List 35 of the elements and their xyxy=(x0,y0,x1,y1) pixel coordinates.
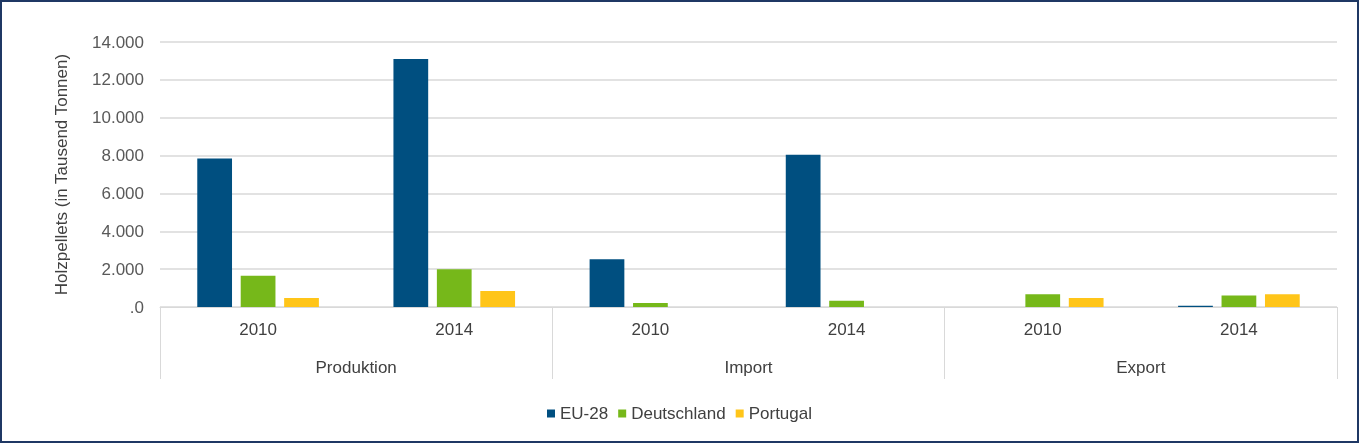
bar xyxy=(589,259,625,307)
x-tick-label: 2014 xyxy=(827,320,866,339)
x-tick-label: 2014 xyxy=(435,320,474,339)
bar xyxy=(829,300,864,307)
legend-label: Portugal xyxy=(748,404,813,423)
bar xyxy=(1025,294,1061,307)
bar xyxy=(197,158,233,307)
legend-label: EU-28 xyxy=(560,404,609,423)
bar xyxy=(1068,298,1104,307)
text: Export xyxy=(1116,358,1166,377)
bar xyxy=(436,269,472,307)
y-tick-label: .0 xyxy=(129,297,144,317)
y-tick-label: 6.000 xyxy=(101,183,144,203)
y-tick-label: 4.000 xyxy=(101,221,144,241)
bar xyxy=(633,303,668,307)
x-tick-label: 2010 xyxy=(239,320,277,339)
text: Import xyxy=(724,358,773,377)
bar xyxy=(393,59,429,307)
y-tick-label: 2.000 xyxy=(101,259,144,279)
y-tick-label: 14.000 xyxy=(92,32,144,52)
bar xyxy=(785,154,821,307)
bar xyxy=(284,298,319,307)
x-tick-label: 2014 xyxy=(1220,320,1258,339)
y-tick-label: 12.000 xyxy=(92,70,144,90)
bar xyxy=(480,290,516,307)
y-axis-title: Holzpellets (in Tausend Tonnen) xyxy=(52,53,71,296)
bar xyxy=(240,275,276,307)
x-tick-label: 2010 xyxy=(1023,320,1062,339)
bar xyxy=(1221,295,1257,307)
bar xyxy=(1264,294,1300,307)
y-tick-label: 10.000 xyxy=(92,108,144,128)
text: Produktion xyxy=(315,358,397,377)
y-tick-label: 8.000 xyxy=(101,146,144,166)
legend-label: Deutschland xyxy=(631,404,726,423)
x-tick-label: 2010 xyxy=(631,320,670,339)
